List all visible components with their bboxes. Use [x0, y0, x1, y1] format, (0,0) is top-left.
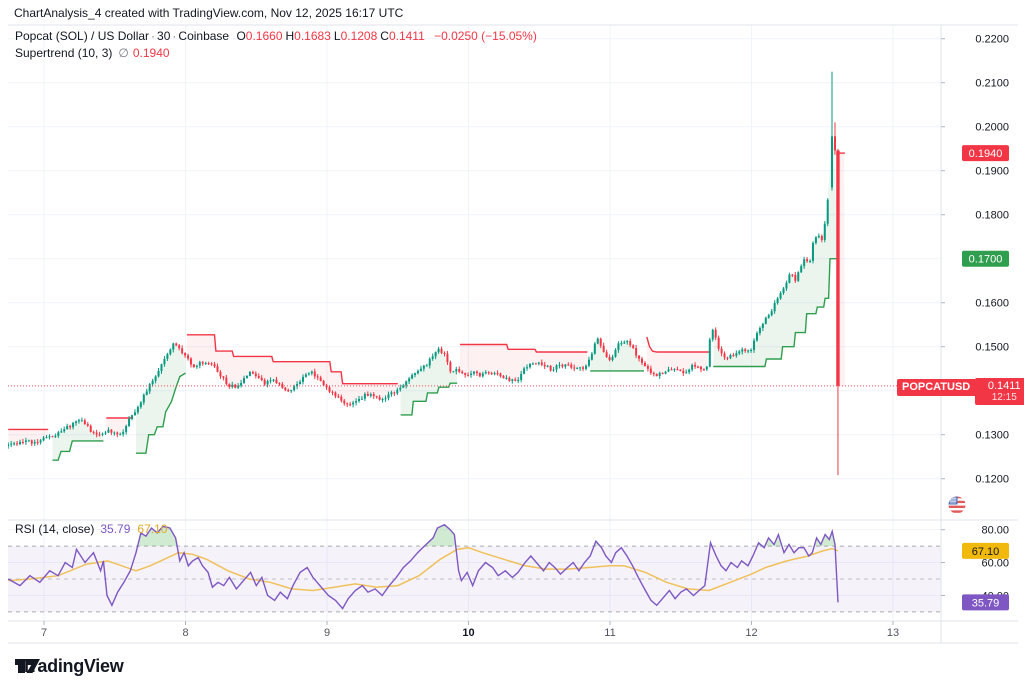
candles-layer — [8, 71, 840, 476]
tradingview-logo[interactable]: TradingView — [14, 656, 124, 677]
bar-countdown: 12:15 — [991, 392, 1017, 403]
ohlc-label: L — [333, 29, 341, 43]
change-value: −0.0250 (−15.05%) — [434, 29, 537, 43]
svg-text:0.1900: 0.1900 — [975, 166, 1009, 178]
tradingview-logo-icon — [15, 659, 40, 673]
rsi-legend[interactable]: RSI (14, close) 35.79 67.10 — [15, 522, 170, 536]
svg-text:0.1600: 0.1600 — [975, 298, 1009, 310]
symbol-name[interactable]: Popcat (SOL) / US Dollar — [15, 29, 150, 43]
svg-text:10: 10 — [462, 627, 474, 639]
svg-text:0.1940: 0.1940 — [969, 148, 1003, 160]
svg-text:80.00: 80.00 — [981, 525, 1009, 537]
supertrend-value: 0.1940 — [132, 46, 170, 60]
svg-text:0.1200: 0.1200 — [975, 474, 1009, 486]
ohlc-label: C — [380, 29, 389, 43]
last-price-label[interactable]: POPCATUSD 0.1411 12:15 — [897, 378, 1024, 405]
ohlc-value: 0.1208 — [340, 29, 378, 43]
svg-text:0.2100: 0.2100 — [975, 78, 1009, 90]
page-title: ChartAnalysis_4 created with TradingView… — [14, 6, 404, 20]
rsi-name[interactable]: RSI (14, close) — [15, 522, 95, 536]
ohlc-value: 0.1660 — [245, 29, 283, 43]
supertrend-legend[interactable]: Supertrend (10, 3) ∅ 0.1940 — [15, 46, 173, 60]
rsi-ma-value: 67.10 — [137, 522, 168, 536]
supertrend-name[interactable]: Supertrend (10, 3) — [15, 46, 113, 60]
rsi-value: 35.79 — [100, 522, 131, 536]
symbol-legend[interactable]: Popcat (SOL) / US Dollar · 30 · Coinbase O0.… — [15, 29, 540, 43]
legend-separator: · — [172, 29, 177, 43]
svg-text:13: 13 — [887, 627, 899, 639]
svg-text:60.00: 60.00 — [981, 558, 1009, 570]
supertrend-layer — [8, 140, 845, 461]
svg-text:67.10: 67.10 — [972, 546, 1000, 558]
svg-text:8: 8 — [182, 627, 188, 639]
ohlc-label: O — [236, 29, 246, 43]
price-scale[interactable]: 0.2200 0.2100 0.2000 0.1900 0.1800 0.1600 0.15… — [941, 34, 1009, 611]
exchange-label[interactable]: Coinbase — [178, 29, 230, 43]
supertrend-prefix-icon: ∅ — [118, 46, 129, 60]
svg-text:7: 7 — [41, 627, 47, 639]
last-price-box: 0.1411 12:15 — [975, 378, 1024, 405]
ohlc-value: 0.1411 — [388, 29, 425, 43]
legend-separator: · — [151, 29, 156, 43]
svg-text:9: 9 — [324, 627, 330, 639]
svg-text:0.1500: 0.1500 — [975, 342, 1009, 354]
axis-badge — [962, 542, 1009, 559]
axis-badge — [962, 250, 1009, 267]
ohlc-values: O0.1660 H0.1683 L0.1208 C0.1411 — [236, 29, 427, 43]
svg-text:11: 11 — [604, 627, 615, 639]
svg-text:35.79: 35.79 — [972, 597, 1000, 609]
tradingview-logo-text: TradingView — [21, 656, 124, 676]
interval-label[interactable]: 30 — [157, 29, 171, 43]
grid-layer — [8, 25, 941, 620]
ohlc-value: 0.1683 — [294, 29, 331, 43]
svg-text:0.2000: 0.2000 — [975, 122, 1009, 134]
time-scale[interactable]: 7 8 9 10 11 12 13 — [41, 621, 899, 639]
svg-text:0.2200: 0.2200 — [975, 34, 1009, 46]
ohlc-label: H — [285, 29, 295, 43]
rsi-layer — [8, 523, 839, 610]
svg-text:0.1300: 0.1300 — [975, 430, 1009, 442]
svg-text:12: 12 — [745, 627, 757, 639]
last-price-value: 0.1411 — [987, 380, 1021, 392]
last-price-symbol-tag: POPCATUSD — [897, 379, 976, 396]
svg-text:0.1800: 0.1800 — [975, 210, 1009, 222]
axis-badge — [962, 594, 1009, 611]
pane-borders — [8, 24, 1018, 644]
svg-text:0.1700: 0.1700 — [969, 254, 1003, 266]
axis-badge — [962, 145, 1009, 162]
